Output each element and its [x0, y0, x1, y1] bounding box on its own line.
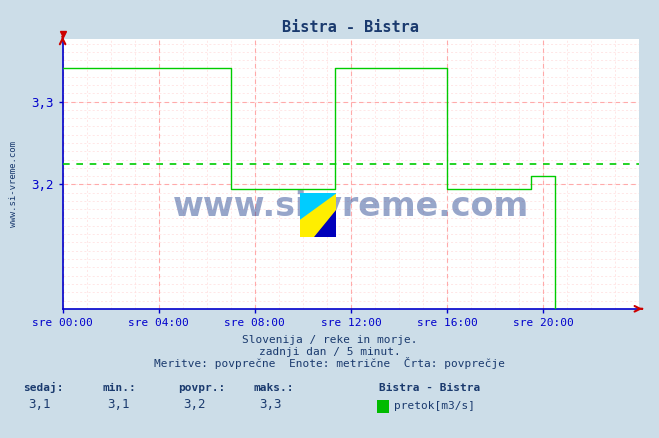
Polygon shape	[314, 210, 336, 237]
Text: 3,3: 3,3	[259, 398, 281, 411]
Text: Bistra - Bistra: Bistra - Bistra	[379, 383, 480, 393]
Text: www.si-vreme.com: www.si-vreme.com	[173, 190, 529, 223]
Polygon shape	[300, 193, 336, 219]
Text: Meritve: povprečne  Enote: metrične  Črta: povprečje: Meritve: povprečne Enote: metrične Črta:…	[154, 357, 505, 369]
Text: 3,1: 3,1	[107, 398, 130, 411]
Text: 3,2: 3,2	[183, 398, 206, 411]
Text: maks.:: maks.:	[254, 383, 294, 393]
Text: povpr.:: povpr.:	[178, 383, 225, 393]
Text: pretok[m3/s]: pretok[m3/s]	[394, 402, 475, 411]
Text: 3,1: 3,1	[28, 398, 51, 411]
Text: www.si-vreme.com: www.si-vreme.com	[9, 141, 18, 227]
Text: zadnji dan / 5 minut.: zadnji dan / 5 minut.	[258, 347, 401, 357]
Title: Bistra - Bistra: Bistra - Bistra	[283, 21, 419, 35]
Text: sedaj:: sedaj:	[23, 381, 63, 393]
Text: Slovenija / reke in morje.: Slovenija / reke in morje.	[242, 335, 417, 345]
Text: min.:: min.:	[102, 383, 136, 393]
